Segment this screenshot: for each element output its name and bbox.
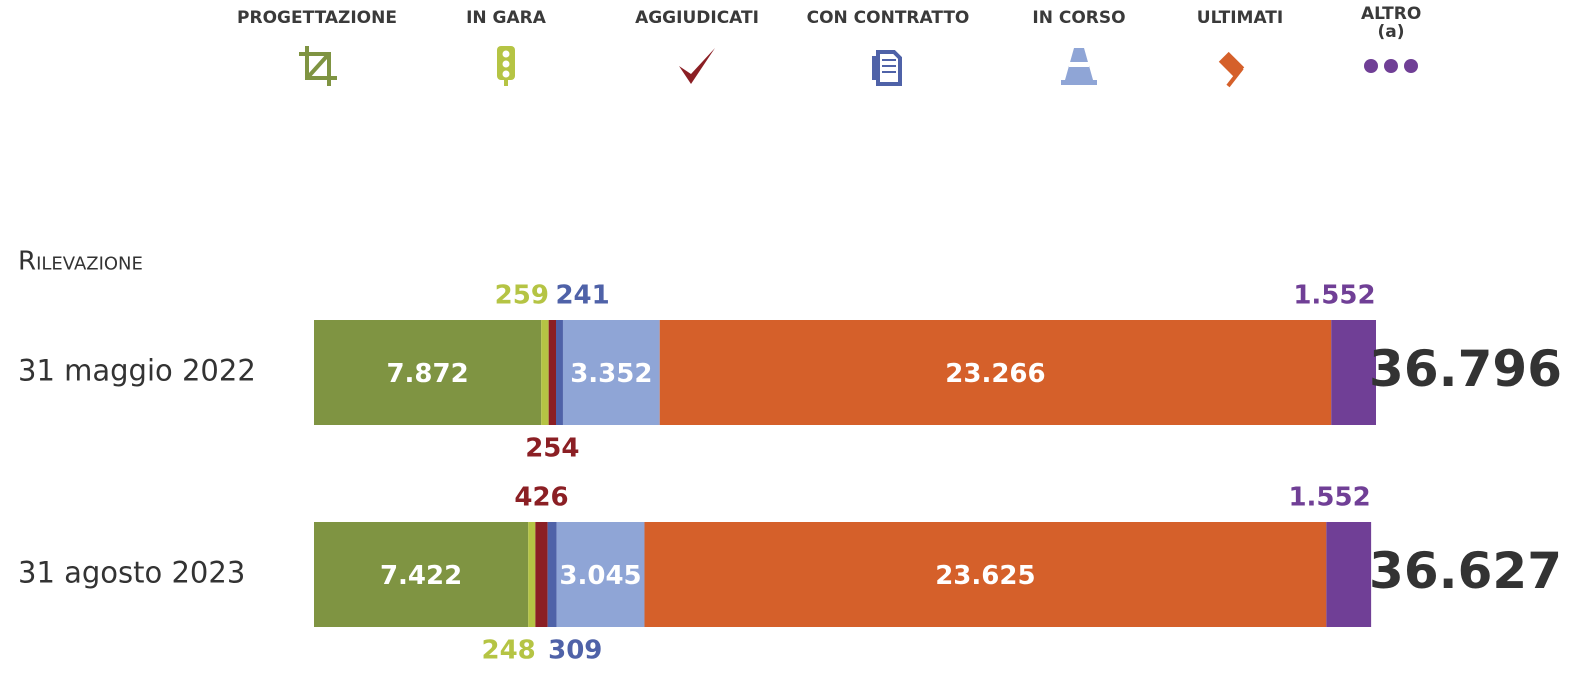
value-label: 248 (482, 636, 536, 666)
category-label: 31 maggio 2022 (18, 354, 256, 388)
icon-pole (504, 80, 508, 86)
bar-segment (644, 522, 1327, 627)
legend-label: AGGIUDICATI (635, 8, 759, 28)
value-label: 426 (514, 483, 568, 513)
bar-segment (547, 522, 557, 627)
value-label: 241 (555, 281, 609, 311)
legend-icon (299, 46, 337, 86)
total-label: 36.627 (1369, 542, 1562, 600)
bar-segment (659, 320, 1332, 425)
legend-icon (872, 50, 902, 86)
legend-label: ALTRO (a) (1361, 5, 1422, 42)
bar-segment (548, 320, 557, 425)
bar-segment (556, 522, 645, 627)
value-label: 3.352 (570, 359, 652, 389)
category-label: 31 agosto 2023 (18, 556, 245, 590)
legend-label: IN GARA (466, 8, 547, 28)
legend-icon (679, 48, 715, 84)
icon-base (1061, 80, 1097, 85)
bar-segment (1326, 522, 1372, 627)
icon-check (679, 48, 715, 84)
icon-crop (299, 46, 337, 86)
icon-lamp (502, 50, 510, 58)
bar-segment (535, 522, 548, 627)
value-label: 23.625 (935, 561, 1035, 591)
legend-icon (1061, 48, 1097, 85)
legend-label: PROGETTAZIONE (237, 8, 397, 28)
bar-segment (314, 320, 542, 425)
legend-icon (1364, 59, 1418, 73)
legend-icon (1218, 51, 1245, 88)
legend-icon (497, 46, 515, 86)
icon-doc (872, 50, 902, 86)
value-label: 1.552 (1293, 281, 1375, 311)
icon-lamp (502, 70, 510, 78)
icon-lamp (502, 60, 510, 68)
value-label: 259 (495, 281, 549, 311)
value-label: 254 (525, 434, 579, 464)
bar-segment (562, 320, 660, 425)
bar-segment (541, 320, 549, 425)
bar-segment (314, 522, 529, 627)
value-label: 23.266 (945, 359, 1045, 389)
icon-gavel (1218, 51, 1245, 78)
bar-segment (1331, 320, 1376, 425)
value-label: 7.422 (380, 561, 462, 591)
icon-handle (1226, 66, 1244, 88)
legend-label: ULTIMATI (1197, 8, 1283, 28)
icon-dot (1404, 59, 1418, 73)
value-label: 309 (548, 636, 602, 666)
value-label: 1.552 (1288, 483, 1370, 513)
legend-label: CON CONTRATTO (807, 8, 970, 28)
icon-dot (1364, 59, 1378, 73)
icon-stripe (1069, 62, 1089, 67)
value-label: 7.872 (386, 359, 468, 389)
bar-segment (528, 522, 536, 627)
total-label: 36.796 (1369, 340, 1562, 398)
icon-dot (1384, 59, 1398, 73)
legend-label-box: ALTRO (a) (1361, 5, 1422, 42)
bar-segment (556, 320, 563, 425)
value-label: 3.045 (559, 561, 641, 591)
axis-label: Rilevazione (18, 247, 143, 277)
legend-label: IN CORSO (1032, 8, 1125, 28)
